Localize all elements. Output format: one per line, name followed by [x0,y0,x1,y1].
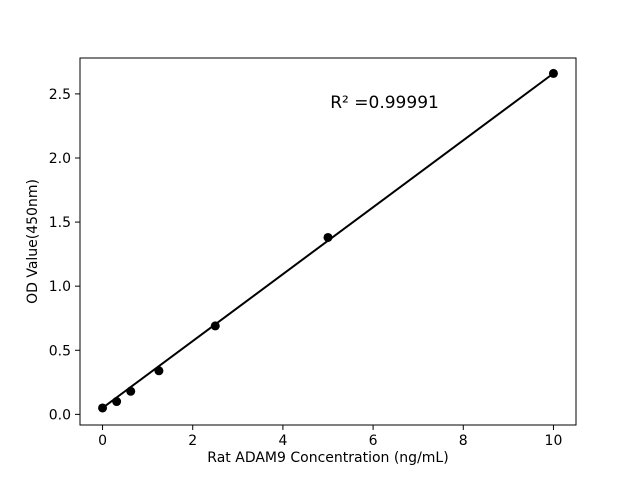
x-tick-label: 0 [98,433,107,449]
data-point [112,397,122,407]
data-point [323,232,333,242]
plot-border [79,57,577,426]
x-tick-label: 2 [188,433,197,449]
data-point [98,403,108,413]
x-tick-label: 10 [545,433,563,449]
y-tick-label: 0.0 [49,407,71,423]
y-tick-label: 0.5 [49,343,71,359]
y-tick-label: 1.0 [49,279,71,295]
y-tick-label: 2.5 [49,87,71,103]
data-point [126,386,136,396]
data-point [548,68,558,78]
y-axis-label: OD Value(450nm) [25,179,41,304]
data-point [154,366,164,376]
plot-area: 0 2 4 6 8 10 0.0 0.5 1.0 1.5 2.0 2.5 [49,57,577,449]
y-tick-label: 2.0 [49,151,71,167]
x-tick-label: 4 [278,433,287,449]
x-tick-label: 6 [369,433,378,449]
data-point [210,321,220,331]
y-tick-label: 1.5 [49,215,71,231]
x-tick-label: 8 [459,433,468,449]
r-squared-annotation: R² =0.99991 [330,93,439,113]
x-axis-label: Rat ADAM9 Concentration (ng/mL) [207,450,448,466]
